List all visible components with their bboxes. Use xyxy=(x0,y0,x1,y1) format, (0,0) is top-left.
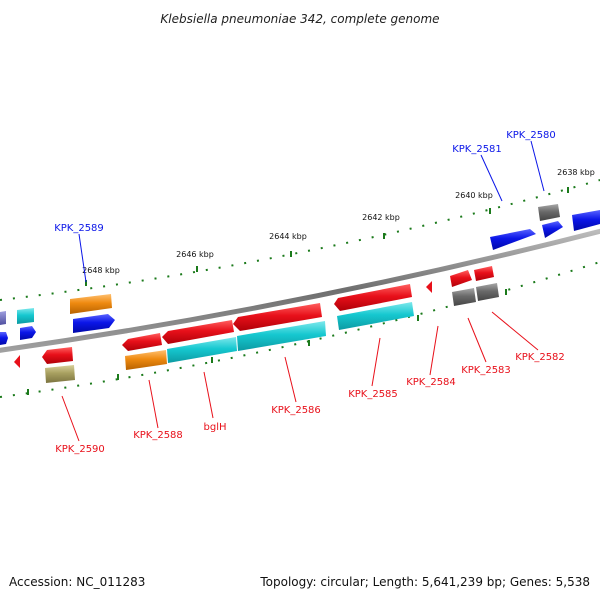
callout-lines xyxy=(61,140,545,442)
gene-red-small-2 xyxy=(474,266,494,281)
gene-purple-left xyxy=(0,311,6,325)
gene-kpk-2581 xyxy=(542,221,563,238)
gene-label-kpk-2585: KPK_2585 xyxy=(348,389,398,400)
gene-label-kpk-2589: KPK_2589 xyxy=(54,223,104,234)
gene-bglH-top xyxy=(162,320,234,344)
gene-kpk-2580 xyxy=(572,210,600,231)
gene-red-left-tri xyxy=(14,355,20,368)
gene-kpk-2588 xyxy=(125,350,167,370)
tick-label-2640: 2640 kbp xyxy=(455,191,493,200)
gene-label-kpk-2586: KPK_2586 xyxy=(271,405,321,416)
reverse-strand-features xyxy=(14,283,499,383)
gene-label-kpk-2580: KPK_2580 xyxy=(506,130,556,141)
tick-label-2644: 2644 kbp xyxy=(269,232,307,241)
gene-kpk-2585-cyan xyxy=(337,302,414,330)
tick-label-2648: 2648 kbp xyxy=(82,266,120,275)
forward-strand-features xyxy=(0,204,600,351)
gene-kpk-2582 xyxy=(476,283,499,301)
accession-text: Accession: NC_011283 xyxy=(9,575,145,589)
gene-label-kpk-2581: KPK_2581 xyxy=(452,144,502,155)
gene-kpk-2590-olive xyxy=(45,365,75,383)
genome-backbone xyxy=(0,228,600,353)
tick-label-2646: 2646 kbp xyxy=(176,250,214,259)
map-title: Klebsiella pneumoniae 342, complete geno… xyxy=(160,12,439,26)
gene-bglH xyxy=(167,337,237,363)
gene-kpk-2589-blue xyxy=(73,314,115,333)
gene-kpk-2586-cyan xyxy=(237,321,326,351)
gene-kpk-2583 xyxy=(452,288,476,306)
genome-summary-text: Topology: circular; Length: 5,641,239 bp… xyxy=(259,575,590,589)
gene-kpk-2589-orange xyxy=(70,294,112,314)
gene-blue-left-2 xyxy=(0,332,8,345)
gene-label-kpk-2588: KPK_2588 xyxy=(133,430,183,441)
gene-cyan-left xyxy=(17,308,34,324)
gene-label-kpk-2583: KPK_2583 xyxy=(461,365,511,376)
gene-kpk-2585 xyxy=(334,284,412,311)
gene-kpk-2586 xyxy=(233,303,322,331)
tick-label-2642: 2642 kbp xyxy=(362,213,400,222)
gene-kpk-2580-gray xyxy=(538,204,560,221)
gene-kpk-2584-tri xyxy=(426,281,432,293)
gene-label-kpk-2590: KPK_2590 xyxy=(55,444,105,455)
gene-kpk-2590 xyxy=(42,347,73,364)
gene-red-small-1 xyxy=(450,270,472,287)
gene-label-kpk-2582: KPK_2582 xyxy=(515,352,565,363)
gene-label-kpk-2584: KPK_2584 xyxy=(406,377,456,388)
gene-label-bglh: bglH xyxy=(204,422,227,433)
gene-kpk-2588-top xyxy=(122,333,162,351)
tick-label-2638: 2638 kbp xyxy=(557,168,595,177)
gene-kpk-2581-b xyxy=(490,229,536,250)
gene-blue-left-1 xyxy=(20,326,36,340)
